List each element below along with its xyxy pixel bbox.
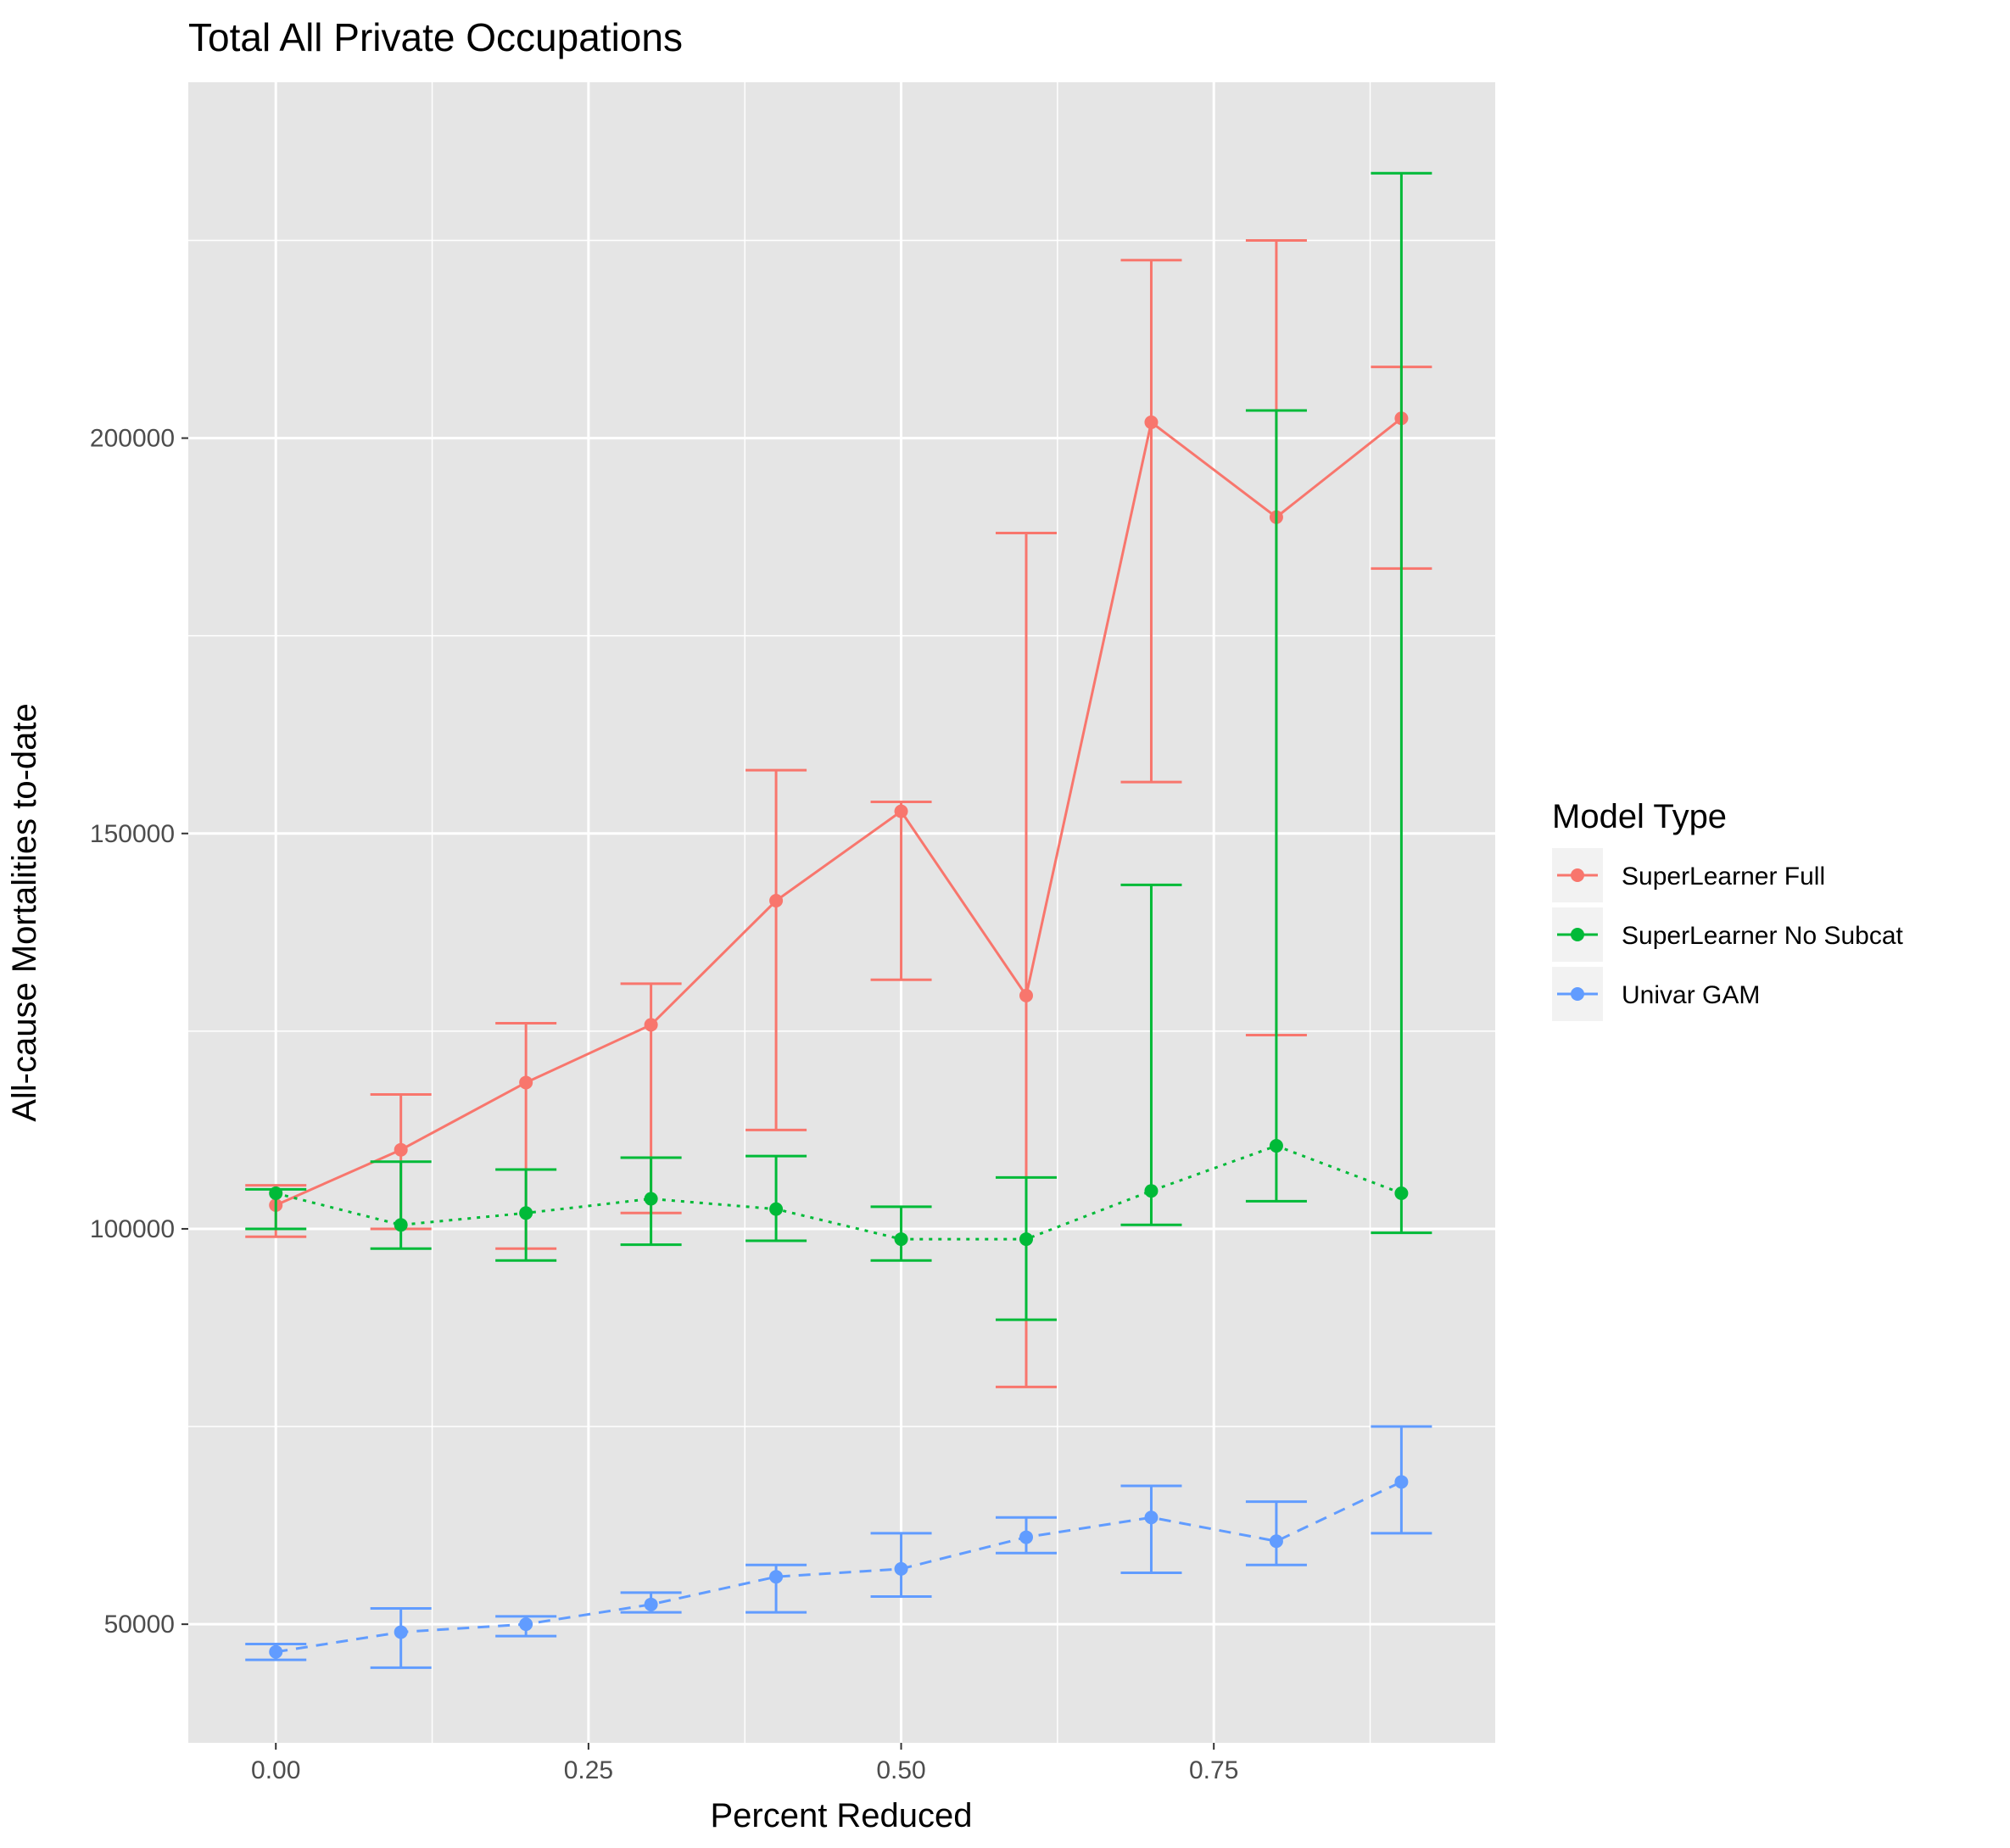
data-point: [1019, 1232, 1034, 1247]
legend-title: Model Type: [1552, 798, 1727, 835]
data-point: [519, 1206, 533, 1220]
y-tick-label: 50000: [104, 1611, 175, 1639]
data-point: [1269, 1139, 1283, 1153]
data-point: [769, 1202, 784, 1216]
data-point: [394, 1142, 408, 1157]
y-tick-label: 150000: [90, 820, 175, 848]
x-axis: 0.00 0.25 0.50 0.75: [251, 1743, 1238, 1784]
data-point: [769, 894, 784, 908]
series-superlearner-no-subcat: [245, 171, 1432, 1321]
data-point: [644, 1597, 658, 1611]
legend-item: SuperLearner Full: [1552, 848, 1825, 902]
data-point: [1144, 1184, 1159, 1198]
data-point: [644, 1018, 658, 1032]
data-point: [1144, 415, 1159, 429]
data-point: [769, 1570, 784, 1584]
data-point: [394, 1218, 408, 1232]
series-univar-gam: [245, 1425, 1432, 1669]
data-point: [1394, 1475, 1409, 1489]
data-point: [1394, 1186, 1409, 1200]
data-point: [894, 1561, 908, 1576]
legend-label: SuperLearner No Subcat: [1622, 922, 1904, 950]
y-axis: 50000 100000 150000 200000: [90, 425, 188, 1639]
y-tick-label: 200000: [90, 425, 175, 453]
legend-key-point: [1571, 928, 1584, 941]
legend-label: SuperLearner Full: [1622, 863, 1825, 891]
x-tick-label: 0.25: [564, 1756, 613, 1784]
x-axis-title: Percent Reduced: [710, 1797, 972, 1834]
legend: Model Type SuperLearner Full SuperLearner…: [1552, 798, 1904, 1021]
series-line: [275, 1144, 1402, 1241]
data-point: [269, 1644, 283, 1659]
legend-item: Univar GAM: [1552, 967, 1760, 1021]
data-point: [1144, 1510, 1159, 1525]
data-point: [1269, 1534, 1283, 1549]
data-point: [644, 1192, 658, 1206]
data-point: [394, 1625, 408, 1639]
legend-key-point: [1571, 868, 1584, 882]
data-point: [1019, 988, 1034, 1002]
minor-gridlines: [188, 82, 1495, 1743]
x-tick-label: 0.50: [876, 1756, 925, 1784]
series-line: [275, 1480, 1403, 1654]
legend-key-point: [1571, 987, 1584, 1001]
data-point: [519, 1075, 533, 1090]
data-point: [894, 804, 908, 818]
data-point: [1019, 1530, 1034, 1544]
y-axis-title: All-cause Mortalities to-date: [6, 703, 43, 1122]
plot-panel: [188, 82, 1495, 1743]
x-tick-label: 0.00: [251, 1756, 300, 1784]
series-superlearner-full: [245, 238, 1432, 1388]
data-point: [519, 1617, 533, 1632]
y-tick-label: 100000: [90, 1215, 175, 1243]
series-line: [275, 417, 1403, 1207]
data-point: [894, 1232, 908, 1247]
legend-item: SuperLearner No Subcat: [1552, 907, 1904, 962]
x-tick-label: 0.75: [1189, 1756, 1238, 1784]
legend-label: Univar GAM: [1622, 981, 1760, 1009]
series-layer: [245, 171, 1432, 1669]
data-point: [269, 1186, 283, 1200]
chart-title: Total All Private Occupations: [188, 15, 683, 59]
major-gridlines: [188, 82, 1495, 1743]
